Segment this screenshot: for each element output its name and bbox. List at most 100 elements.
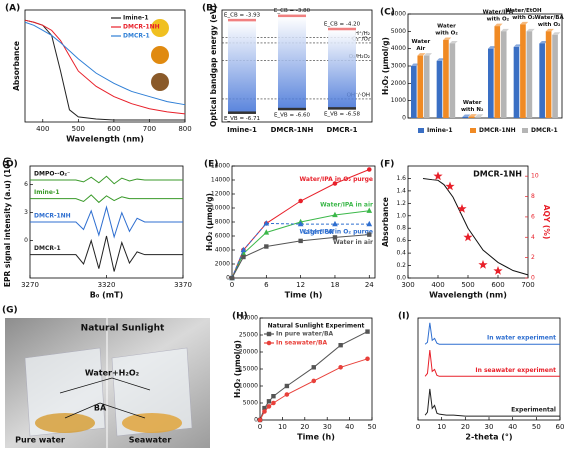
marker — [271, 400, 276, 406]
y-tick-label: 0.2 — [396, 262, 406, 269]
bar — [436, 60, 443, 118]
band-gap — [278, 16, 306, 109]
panel-label: (C) — [380, 8, 395, 18]
x-tick-label: 400 — [431, 281, 444, 289]
pointer — [99, 402, 146, 419]
bar — [443, 40, 449, 118]
category-label: Water — [437, 24, 456, 30]
x-tick-label: 0 — [416, 423, 420, 431]
category-label: with O₂ — [512, 15, 535, 21]
panel-label: (B) — [202, 4, 217, 14]
x-tick-label: 30 — [485, 423, 494, 431]
y-tick-label: 0.6 — [396, 237, 406, 244]
y2-tick-label: 0 — [531, 275, 535, 282]
marker — [332, 220, 338, 227]
y2-tick-label: 8 — [531, 193, 535, 200]
series-label: DMCR-1NH — [123, 24, 160, 31]
panel-label: (G) — [2, 306, 18, 316]
panel-label: (D) — [2, 160, 18, 170]
marker — [367, 232, 372, 237]
y-tick-label: 6000 — [215, 233, 230, 240]
cb-edge — [278, 14, 306, 18]
x-tick-label: 3320 — [98, 281, 116, 289]
marker — [298, 198, 303, 204]
category-label: Air — [416, 46, 425, 52]
y-tick-label: 2000 — [391, 80, 406, 87]
category-label: Water/EtOH — [505, 8, 542, 14]
y-tick-label: 4000 — [391, 45, 406, 52]
marker — [266, 399, 272, 404]
y-tick-label: 10000 — [211, 205, 230, 212]
panel-label: (I) — [398, 312, 410, 322]
bar — [423, 55, 430, 118]
bar — [552, 34, 558, 118]
series-line — [24, 21, 186, 106]
y-tick-label: 20000 — [239, 349, 258, 356]
bar-top — [488, 46, 497, 49]
marker — [257, 417, 263, 423]
category-label: Water/BA — [535, 15, 565, 21]
bar-top — [513, 44, 522, 47]
x-tick-label: 3270 — [21, 281, 39, 289]
marker — [338, 365, 343, 370]
ecb-label: E_CB = -3.80 — [274, 8, 311, 14]
marker — [463, 232, 473, 242]
panel-label: (E) — [204, 160, 218, 170]
legend-swatch — [418, 128, 424, 133]
bar — [520, 24, 526, 118]
y-tick-label: 25000 — [239, 332, 258, 339]
ecb-label: E_CB = -3.93 — [224, 12, 261, 18]
bar-top — [475, 114, 484, 117]
y-tick-label: 0.8 — [396, 225, 406, 232]
photo-label: Seawater — [129, 436, 172, 445]
y-tick-label: 3 — [24, 209, 28, 216]
marker — [263, 229, 270, 235]
series-line — [231, 234, 370, 279]
redox-label: H⁺/H₂ — [355, 30, 370, 37]
x-axis-label: B₀ (mT) — [90, 291, 124, 300]
redox-label: O₂/H₂O₂ — [349, 54, 370, 60]
powder-dmcr-1nh — [151, 46, 169, 64]
evb-label: E_VB = -6.71 — [224, 116, 260, 122]
legend-label: Imine-1 — [427, 127, 453, 134]
x-tick-label: 0 — [230, 281, 234, 289]
bar-top — [545, 28, 554, 32]
marker — [311, 365, 316, 370]
series-label: In seawater experiment — [475, 367, 556, 374]
bar — [500, 31, 507, 118]
category-label: with N₂ — [461, 107, 484, 113]
x-tick-label: 400 — [36, 125, 49, 133]
bar-top — [468, 114, 477, 117]
y-tick-label: 5000 — [243, 400, 258, 407]
marker — [365, 356, 370, 362]
marker — [366, 220, 373, 227]
x-tick-label: 30 — [323, 423, 332, 431]
y-tick-label: 15000 — [239, 366, 258, 373]
y-axis-label: H₂O₂ (μmol/g) — [381, 37, 390, 95]
marker — [284, 383, 290, 389]
powder-imine — [151, 19, 169, 37]
x-tick-label: 3370 — [174, 281, 192, 289]
marker — [445, 181, 455, 191]
series-line — [424, 388, 560, 417]
y-axis-label: Optical bandgap energy (eV) — [209, 5, 218, 127]
y-tick-label: 4000 — [215, 247, 230, 254]
y2-tick-label: 6 — [531, 213, 535, 220]
cb-edge — [328, 27, 356, 31]
photo-label: BA — [94, 404, 107, 413]
bar — [488, 48, 494, 118]
x-axis-label: Wavelength (nm) — [66, 135, 144, 144]
series-line — [30, 194, 183, 204]
x-tick-label: 50 — [532, 423, 541, 431]
y-tick-label: 6 — [24, 181, 28, 188]
x-tick-label: 40 — [508, 423, 517, 431]
marker — [266, 340, 272, 346]
x-tick-label: 600 — [491, 281, 504, 289]
annotation: Light off — [304, 228, 335, 236]
sample — [35, 413, 95, 433]
x-tick-label: 10 — [278, 423, 287, 431]
y-axis-label: Absorbance — [12, 41, 21, 91]
series-label: Water in air — [333, 239, 373, 246]
series-label: Water/IPA in O₂ purge — [300, 176, 373, 183]
